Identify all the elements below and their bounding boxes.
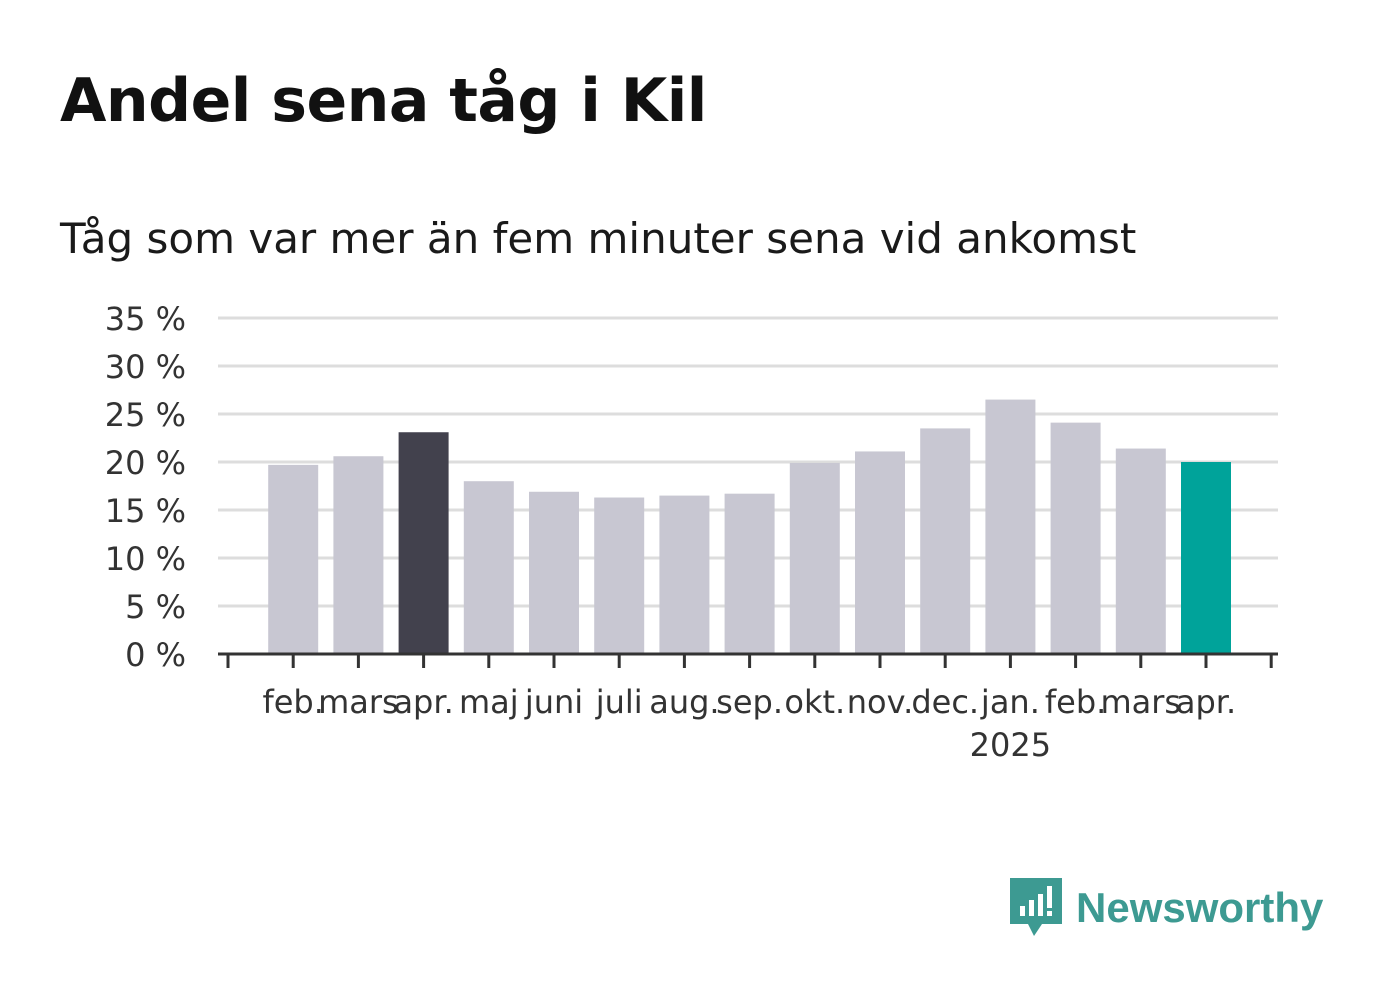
bar	[789, 462, 840, 654]
bar	[268, 464, 319, 654]
x-tick-label: jan.	[980, 683, 1040, 721]
y-tick-label: 10 %	[105, 540, 186, 578]
bar	[724, 493, 775, 654]
x-tick-label: sep.	[716, 683, 783, 721]
bar	[855, 451, 905, 654]
bar	[333, 456, 384, 654]
x-tick-label: aug.	[649, 683, 719, 721]
brand-name: Newsworthy	[1076, 884, 1324, 931]
y-tick-label: 15 %	[105, 492, 186, 530]
x-tick-label: apr.	[393, 683, 453, 721]
bar	[659, 495, 710, 654]
x-tick-label: dec.	[911, 683, 979, 721]
x-tick-label: feb.	[262, 683, 323, 721]
brand-logo: Newsworthy	[1010, 878, 1323, 938]
y-tick-label: 30 %	[105, 348, 186, 386]
bar	[529, 491, 579, 654]
x-year-label: 2025	[970, 726, 1051, 764]
x-tick-label: nov.	[847, 683, 913, 721]
bar	[985, 399, 1036, 654]
chart-title: Andel sena tåg i Kil	[60, 66, 707, 136]
y-tick-label: 20 %	[105, 444, 186, 482]
y-tick-label: 0 %	[125, 636, 186, 674]
x-tick-label: juli	[595, 683, 643, 721]
y-tick-label: 5 %	[125, 588, 186, 626]
x-tick-label: apr.	[1176, 683, 1236, 721]
bar	[1115, 448, 1166, 654]
bar	[463, 481, 514, 654]
x-tick-label: maj	[459, 683, 519, 721]
bar	[1181, 462, 1231, 654]
chart-subtitle: Tåg som var mer än fem minuter sena vid …	[60, 214, 1137, 263]
bar	[1050, 422, 1101, 654]
x-tick-label: mars	[318, 683, 399, 721]
y-tick-label: 25 %	[105, 396, 186, 434]
x-tick-label: mars	[1100, 683, 1181, 721]
bar	[398, 432, 449, 654]
bar	[920, 428, 971, 654]
tick-labels: 0 %5 %10 %15 %20 %25 %30 %35 %feb.marsap…	[105, 300, 1236, 764]
bars	[268, 399, 1231, 654]
x-tick-label: juni	[524, 683, 583, 721]
y-tick-label: 35 %	[105, 300, 186, 338]
bar	[594, 497, 645, 654]
x-tick-label: feb.	[1045, 683, 1106, 721]
bar-chart-speech-bubble-icon	[1010, 878, 1062, 936]
x-axis	[218, 652, 1278, 668]
x-tick-label: okt.	[784, 683, 845, 721]
